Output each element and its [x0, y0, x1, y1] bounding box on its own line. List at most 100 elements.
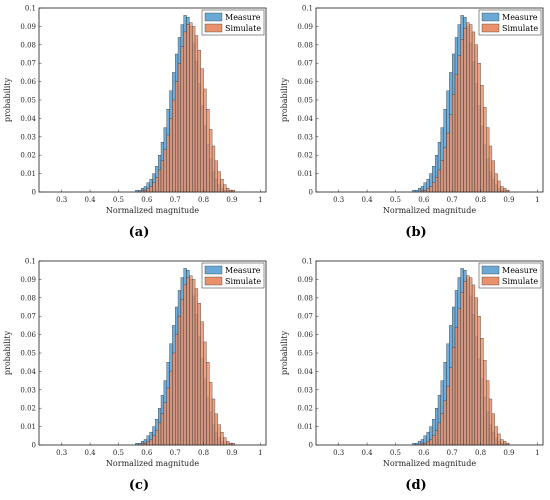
histogram-bar	[149, 439, 153, 446]
legend-swatch	[481, 23, 500, 33]
histogram-bar	[217, 424, 221, 446]
histogram-bar	[491, 413, 495, 446]
y-tick-label: 0.07	[297, 60, 313, 68]
x-axis-label: Normalized magnitude	[383, 459, 476, 468]
histogram-bar	[429, 186, 433, 193]
panel-caption: (d)	[405, 478, 426, 493]
histogram-bar	[440, 160, 444, 193]
x-tick-label: 0.7	[447, 196, 458, 204]
histogram-bar	[469, 277, 473, 446]
histogram-bar	[460, 292, 464, 446]
histogram-bar	[180, 299, 184, 446]
histogram-bar	[477, 63, 481, 193]
histogram-bar	[192, 279, 196, 446]
y-tick-label: 0.03	[297, 133, 313, 141]
histogram-bar	[177, 316, 182, 446]
x-tick-label: 0.6	[418, 449, 430, 457]
histogram-bar	[200, 68, 204, 193]
histogram-bar	[483, 360, 487, 446]
y-tick-label: 0	[32, 189, 36, 197]
x-tick-label: 0.3	[333, 196, 344, 204]
histogram-bar	[197, 303, 201, 446]
histogram-bar	[209, 382, 213, 446]
y-tick-label: 0.02	[20, 152, 36, 160]
y-tick-label: 0.07	[20, 313, 36, 321]
histogram-bar	[223, 184, 227, 193]
histogram-bar	[437, 169, 442, 193]
histogram-bar	[503, 188, 507, 193]
histogram-bar	[494, 426, 498, 446]
x-tick-label: 0.8	[475, 196, 486, 204]
y-tick-label: 0.09	[297, 276, 313, 284]
histogram-bar	[203, 88, 207, 193]
y-tick-label: 0.08	[297, 294, 313, 302]
histogram-bar	[477, 316, 481, 446]
histogram-bar	[474, 44, 478, 193]
histogram-panel: 0.3 0.4 0.5 0.6 0.7 0.8 0.9 1 0 0.01 0.02 0.03 0.04 0…	[280, 5, 544, 240]
legend: Measure Simulate	[201, 262, 265, 289]
y-tick-label: 0.05	[297, 350, 313, 358]
histogram-bar	[488, 398, 493, 446]
histogram-bar	[183, 284, 187, 446]
histogram-bar	[163, 402, 167, 446]
histogram-bar	[186, 277, 190, 446]
y-tick-label: 0.05	[20, 350, 36, 358]
y-tick-label: 0.01	[20, 170, 36, 178]
histogram-bar	[437, 422, 442, 446]
histogram-bar	[211, 398, 216, 446]
x-tick-label: 0.5	[113, 449, 124, 457]
histogram-bar	[486, 380, 490, 446]
histogram-bar	[166, 387, 170, 446]
histogram-bar	[211, 145, 216, 193]
x-tick-label: 1	[258, 449, 262, 457]
histogram-bar	[146, 188, 150, 193]
histogram-bar	[226, 441, 230, 446]
legend-entry: Simulate	[225, 277, 261, 286]
x-tick-label: 0.6	[141, 196, 153, 204]
histogram-bar	[503, 441, 507, 446]
x-tick-label: 0.5	[390, 449, 401, 457]
histogram-bar	[172, 99, 176, 193]
histogram-bar	[214, 413, 218, 446]
y-tick-label: 0.03	[20, 386, 36, 394]
x-tick-label: 0.9	[226, 449, 237, 457]
y-axis-label: probability	[3, 77, 12, 122]
histogram-bar	[446, 385, 450, 446]
histogram-bar	[214, 160, 218, 193]
x-tick-label: 1	[535, 449, 539, 457]
histogram-bar	[177, 63, 182, 193]
histogram-bar	[471, 284, 476, 446]
histogram-bar	[432, 182, 436, 193]
y-tick-label: 0.08	[297, 41, 313, 49]
histogram-bar	[452, 347, 456, 446]
histogram-bar	[160, 413, 165, 446]
histogram-bar	[183, 31, 187, 193]
y-axis-label: probability	[280, 77, 289, 122]
histogram-bar	[180, 46, 184, 193]
histogram-bar	[152, 182, 156, 193]
legend: Measure Simulate	[478, 9, 542, 36]
x-tick-label: 0.7	[447, 449, 458, 457]
histogram-bar	[158, 422, 162, 446]
x-tick-label: 0.3	[56, 449, 67, 457]
histogram-bar	[160, 160, 165, 193]
legend-swatch	[481, 265, 500, 275]
y-tick-label: 0.01	[20, 423, 36, 431]
histogram-bar	[432, 435, 436, 446]
histogram-bar	[497, 180, 501, 193]
y-tick-label: 0	[309, 189, 313, 197]
y-tick-label: 0.1	[302, 258, 313, 266]
legend-entry: Simulate	[502, 24, 538, 33]
y-tick-label: 0.03	[20, 133, 36, 141]
histogram-bar	[203, 341, 207, 446]
histogram-bar	[146, 441, 150, 446]
histogram-bar	[175, 81, 179, 193]
x-tick-label: 1	[535, 196, 539, 204]
histogram-bar	[175, 334, 179, 446]
histogram-bar	[440, 413, 444, 446]
plot-area	[38, 7, 267, 193]
histogram-bar	[149, 186, 153, 193]
y-tick-label: 0.1	[25, 258, 36, 266]
x-tick-label: 0.8	[475, 449, 486, 457]
plot-area	[38, 260, 267, 446]
